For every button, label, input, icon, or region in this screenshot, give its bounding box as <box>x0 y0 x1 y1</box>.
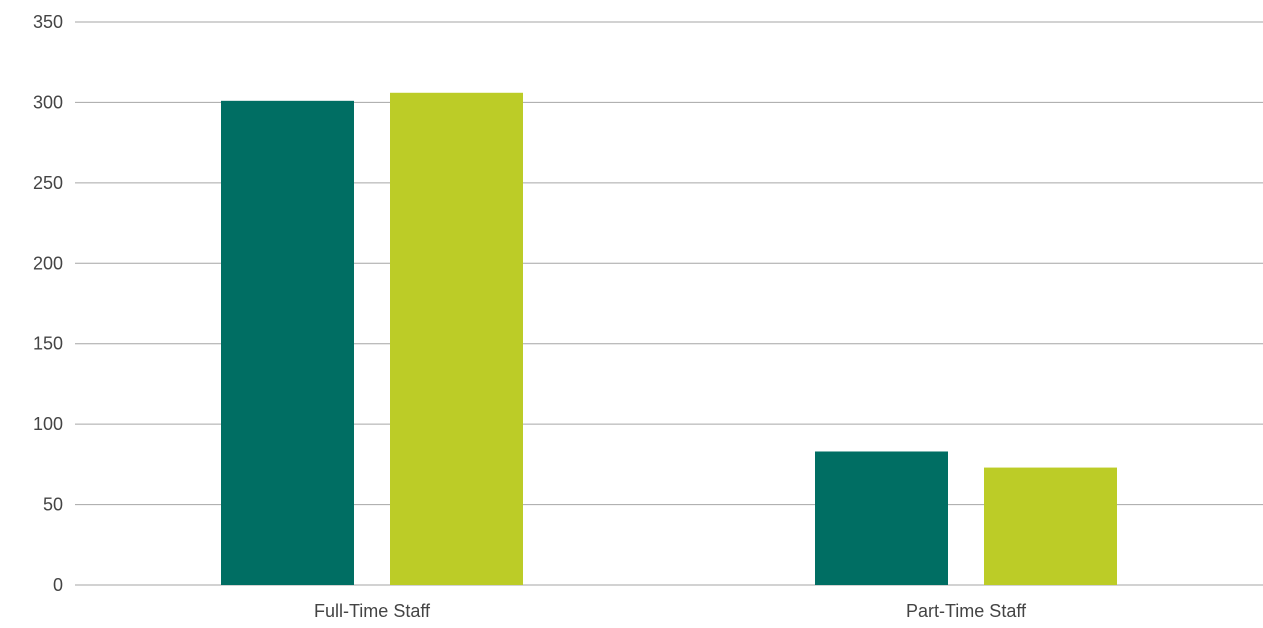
bars <box>221 92 1117 585</box>
y-tick-label: 0 <box>53 575 63 595</box>
y-tick-label: 50 <box>43 495 63 515</box>
y-tick-label: 200 <box>33 253 63 273</box>
y-tick-label: 300 <box>33 92 63 112</box>
bar-full-time-staff-series-2 <box>390 92 523 585</box>
x-axis-category-labels: Full-Time Staff Part-Time Staff <box>314 601 1027 621</box>
bar-part-time-staff-series-2 <box>984 467 1117 585</box>
y-tick-label: 250 <box>33 173 63 193</box>
y-tick-label: 150 <box>33 334 63 354</box>
y-tick-label: 100 <box>33 414 63 434</box>
x-category-label: Full-Time Staff <box>314 601 431 621</box>
y-tick-label: 350 <box>33 12 63 32</box>
bar-full-time-staff-series-1 <box>221 100 354 585</box>
x-category-label: Part-Time Staff <box>906 601 1027 621</box>
y-axis-tick-labels: 0 50 100 150 200 250 300 350 <box>33 12 63 595</box>
bar-part-time-staff-series-1 <box>815 451 948 585</box>
